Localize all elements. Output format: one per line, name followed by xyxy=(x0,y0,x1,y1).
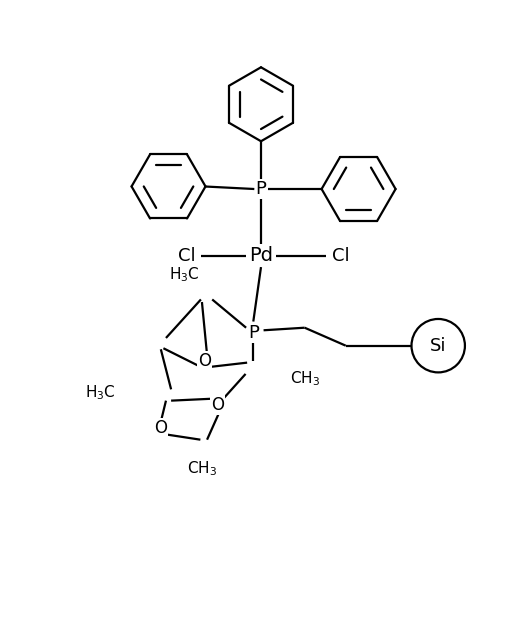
Text: CH$_3$: CH$_3$ xyxy=(290,370,320,388)
Text: Pd: Pd xyxy=(249,246,273,266)
Text: O: O xyxy=(198,352,211,370)
Text: O: O xyxy=(155,419,168,437)
Text: P: P xyxy=(248,324,259,342)
Text: Cl: Cl xyxy=(177,247,195,265)
Text: H$_3$C: H$_3$C xyxy=(86,383,116,403)
Text: Si: Si xyxy=(430,337,446,355)
Text: P: P xyxy=(256,180,266,198)
Text: CH$_3$: CH$_3$ xyxy=(187,460,217,478)
Text: Cl: Cl xyxy=(332,247,349,265)
Text: O: O xyxy=(211,396,224,413)
Text: H$_3$C: H$_3$C xyxy=(169,266,199,284)
